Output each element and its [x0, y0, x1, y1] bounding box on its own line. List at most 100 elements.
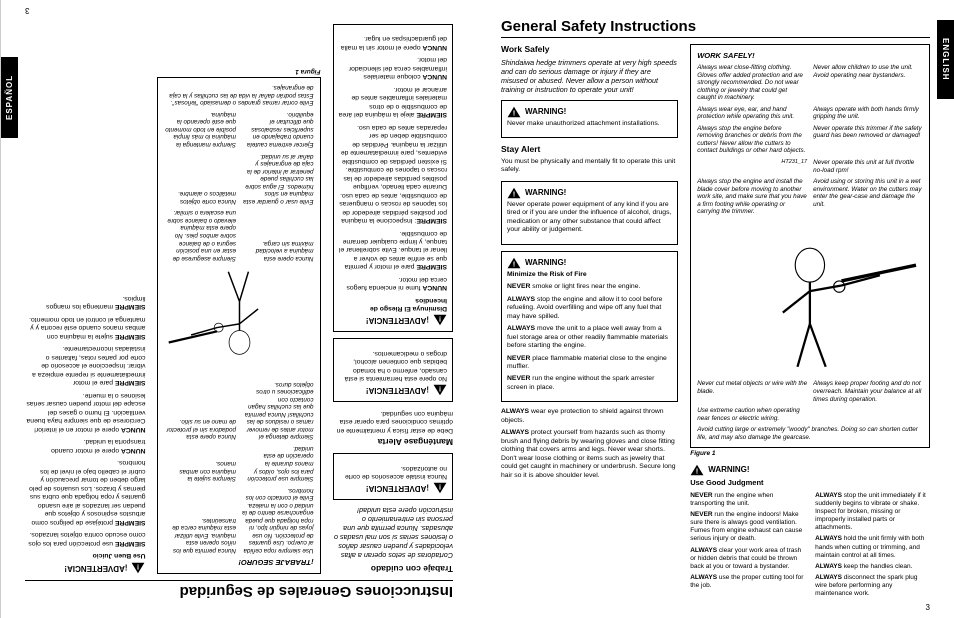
- svg-text:!: !: [439, 315, 442, 324]
- warn-h: ¡ADVERTENCIA!: [64, 563, 127, 573]
- warn-h: ¡ADVERTENCIA!: [366, 385, 429, 395]
- s-cell: Never cut metal objects or wire with the…: [697, 380, 807, 403]
- alerta-p: Debe de estar física y mentalmente en óp…: [333, 408, 453, 433]
- page-title-en: General Safety Instructions: [501, 18, 930, 38]
- sub-alerta: Manténgase Alerta: [333, 437, 453, 448]
- s-cell: Nunca opere esta podadora sin el protect…: [164, 380, 236, 440]
- warnbox-es-1: ! ¡ADVERTENCIA! Nunca instale accesorios …: [333, 453, 453, 500]
- warning-icon: !: [132, 562, 146, 574]
- s-cell: Always operate with both hands firmly gr…: [813, 106, 923, 121]
- warn-p: NUNCA coloque materiales inflamables cer…: [339, 55, 447, 80]
- warn-sub: Use Good Judgment: [690, 478, 763, 487]
- warnbox-en-2: ! WARNING! Never operate power equipment …: [501, 181, 678, 245]
- col1-es: Trabaje con cuidado Cortadoras de setos …: [333, 18, 453, 574]
- s-cell: Siempre sujete la máquina con ambas mano…: [164, 444, 236, 482]
- s-cell: Nunca corte objetos metálicos o alambre.: [164, 152, 236, 205]
- warning-icon: !: [507, 187, 521, 199]
- s-cell: Never operate this unit at full throttle…: [813, 159, 923, 174]
- s-cell: Always stop the engine and install the b…: [697, 178, 807, 216]
- warn-p: Never operate power equipment of any kin…: [507, 201, 672, 235]
- col3-p: SIEMPRE use protección para los ojos com…: [25, 530, 145, 547]
- col2-p: ALWAYS wear eye protection to shield aga…: [501, 408, 678, 425]
- bcol-p: ALWAYS keep the handles clean.: [815, 563, 930, 571]
- warn-p: SIEMPRE aleje la máquina del área de com…: [339, 84, 447, 118]
- warn-p: SIEMPRE pare el motor y permita que se e…: [339, 228, 447, 270]
- svg-text:!: !: [513, 259, 516, 268]
- s-cell: Nunca opere esta máquina a velocidad máx…: [242, 209, 314, 262]
- svg-text:!: !: [439, 483, 442, 492]
- svg-text:!: !: [696, 467, 699, 476]
- s-cell: Always wear close-fitting clothing. Glov…: [697, 64, 807, 102]
- lang-tab-english: ENGLISH: [937, 20, 954, 99]
- s-cell: Evite usar o guardar esta máquina en sit…: [242, 152, 314, 205]
- svg-text:!: !: [513, 189, 516, 198]
- col3-es: !¡ADVERTENCIA! Use Buen Juicio SIEMPRE u…: [25, 18, 145, 574]
- warn-h: WARNING!: [525, 258, 566, 268]
- s-cell: Always stop the engine before removing b…: [697, 125, 807, 155]
- warnbox-es-3: !¡ADVERTENCIA! Disminuya El Riesgo de In…: [333, 24, 453, 333]
- s-cell: Nunca permita que los niños operen esta …: [164, 486, 236, 554]
- safety-box-es: ¡TRABAJE SEGURO! Use siempre ropa ceñida…: [158, 77, 321, 574]
- page-number-en: 3: [926, 603, 930, 612]
- bcol-p: ALWAYS disconnect the spark plug wire be…: [815, 574, 930, 598]
- intro-es: Cortadoras de setos operan a altas veloc…: [333, 506, 453, 560]
- sub-trabaje: Trabaje con cuidado: [333, 563, 453, 574]
- col1-en: Work Safely Shindaiwa hedge trimmers ope…: [501, 44, 678, 598]
- s-cell: Evite cortar ramas grandes o demasiado "…: [165, 84, 314, 107]
- s-cell: Use extreme caution when operating near …: [697, 407, 807, 422]
- col3-p: SIEMPRE pare el motor inmediatamente si …: [25, 344, 145, 386]
- s-cell: Siempre mantenga la máquina lo más limpi…: [164, 110, 236, 148]
- warnbox-en-3: ! WARNING! Minimize the Risk of Fire NEVE…: [501, 251, 678, 403]
- warning-icon: !: [433, 482, 447, 494]
- warn-h: ¡ADVERTENCIA!: [366, 315, 429, 325]
- warn-h: WARNING!: [525, 188, 566, 198]
- bcol-p: NEVER run the engine when transporting t…: [690, 492, 805, 508]
- fig-label-es: Figura 1: [158, 67, 321, 75]
- col3-p: SIEMPRE protéjase de peligros como arbus…: [25, 458, 145, 526]
- safety-box-en: WORK SAFELY! Always wear close-fitting c…: [690, 44, 930, 448]
- col3-p: SIEMPRE sujete la máquina con ambas mano…: [25, 314, 145, 339]
- col2-p: ALWAYS protect yourself from hazards suc…: [501, 429, 678, 480]
- bcol-p: ALWAYS clear your work area of trash or …: [690, 547, 805, 571]
- col3-p: NUNCA opere el motor en el interior! Cer…: [25, 390, 145, 432]
- svg-text:!: !: [439, 385, 442, 394]
- fig-label-en: Figure 1: [690, 450, 930, 458]
- col2-es: ¡TRABAJE SEGURO! Use siempre ropa ceñida…: [158, 18, 321, 574]
- stay-alert-p: You must be physically and mentally fit …: [501, 158, 678, 175]
- col3-p: SIEMPRE mantenga los mangos limpios.: [25, 293, 145, 310]
- bcol-p: NEVER run the engine indoors! Make sure …: [690, 511, 805, 544]
- safety-title-en: WORK SAFELY!: [697, 51, 923, 60]
- spanish-page: ESPAÑOL Instrucciones Generales de Segur…: [0, 0, 477, 618]
- page-number-es: 3: [25, 6, 29, 15]
- svg-text:!: !: [513, 108, 516, 117]
- s-cell: Siempre detenga el motor antes de remove…: [242, 380, 314, 440]
- warn-p: NEVER place flammable material close to …: [507, 355, 672, 372]
- s-cell: Siempre use protección para los ojos, oí…: [242, 444, 314, 482]
- safety-title-es: ¡TRABAJE SEGURO!: [165, 558, 314, 567]
- warn-h: WARNING!: [708, 465, 749, 475]
- warn-p: Nunca instale accesorios de corte no aut…: [339, 463, 447, 480]
- warn-p: NEVER smoke or light fires near the engi…: [507, 283, 672, 291]
- warning-icon: !: [690, 464, 704, 476]
- warn-p: SIEMPRE: Inspeccione la máquina por posi…: [339, 122, 447, 224]
- svg-text:!: !: [137, 563, 140, 572]
- page-title-es: Instrucciones Generales de Seguridad: [25, 580, 453, 600]
- warn-h: ¡ADVERTENCIA!: [366, 483, 429, 493]
- s-cell: Never allow children to use the unit. Av…: [813, 64, 923, 102]
- warn-p: NEVER run the engine without the spark a…: [507, 375, 672, 392]
- warn-p: NUNCA opere el motor sin la malla del gu…: [339, 34, 447, 51]
- warn-sub: Minimize the Risk of Fire: [507, 271, 587, 278]
- intro-en: Shindaiwa hedge trimmers operate at very…: [501, 58, 678, 94]
- warning-icon: !: [507, 106, 521, 118]
- s-cell: Siempre asegurese de estar en una posici…: [164, 209, 236, 262]
- s-cell: Never operate this trimmer if the safety…: [813, 125, 923, 155]
- warn-p: No opere esta herramienta si está cansad…: [339, 348, 447, 382]
- s-cell: Ejercer extrema cautela cuando trabajand…: [242, 110, 314, 148]
- warning-icon: !: [433, 314, 447, 326]
- sub-stay-alert: Stay Alert: [501, 144, 678, 155]
- bcol-p: ALWAYS hold the unit firmly with both ha…: [815, 535, 930, 559]
- english-page: ENGLISH General Safety Instructions Work…: [477, 0, 954, 618]
- columns-en: Work Safely Shindaiwa hedge trimmers ope…: [501, 44, 930, 598]
- warn-p: Never make unauthorized attachment insta…: [507, 120, 672, 128]
- col3-p: NUNCA opere el motor cuando transporta l…: [25, 437, 145, 454]
